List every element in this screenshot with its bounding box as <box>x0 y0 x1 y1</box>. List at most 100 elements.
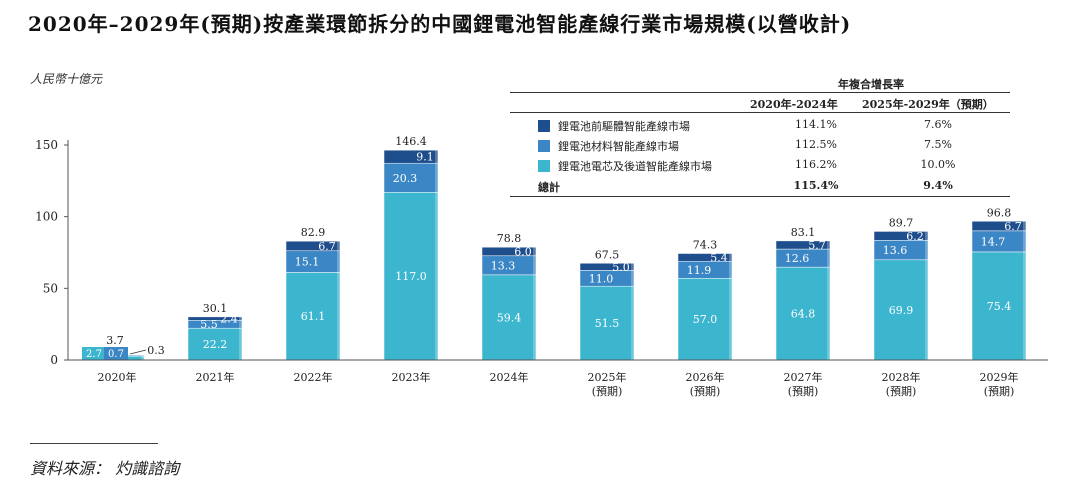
bar-edge <box>141 354 144 360</box>
bar-segment <box>383 149 439 164</box>
bar-segment <box>971 251 1027 361</box>
legend-cagr2: 7.5% <box>924 138 952 151</box>
bar-edge <box>1023 221 1026 360</box>
x-tick-label: (預期) <box>592 385 623 398</box>
legend-label: 鋰電池前驅體智能產線市場 <box>558 120 690 133</box>
legend-total-cagr1: 115.4% <box>793 179 839 192</box>
bar-segment <box>383 162 439 193</box>
bar-total-label: 3.7 <box>106 334 124 347</box>
bar-value-label: 0.3 <box>147 344 165 357</box>
x-tick-label: 2021年 <box>196 370 235 384</box>
legend-cagr2: 7.6% <box>924 118 952 131</box>
source-rule <box>30 443 158 444</box>
legend-row-precursor: 鋰電池前驅體智能產線市場 114.1% 7.6% <box>510 116 1010 136</box>
legend-cagr1: 112.5% <box>795 138 837 151</box>
bar-value-label: 117.0 <box>395 270 427 283</box>
legend-total-cagr2: 9.4% <box>923 179 953 192</box>
bar-segment <box>383 192 439 361</box>
x-tick-label: (預期) <box>984 385 1015 398</box>
legend-label: 鋰電池材料智能產線市場 <box>558 140 679 153</box>
legend-row-material: 鋰電池材料智能產線市場 112.5% 7.5% <box>510 136 1010 156</box>
bar-segment <box>285 272 341 361</box>
bar-total-label: 67.5 <box>595 248 620 261</box>
bar-segment <box>873 259 929 361</box>
x-tick-label: 2022年 <box>294 370 333 384</box>
bar-value-label: 5.7 <box>808 239 826 252</box>
bar-total-label: 89.7 <box>889 216 914 229</box>
legend-swatch <box>538 140 550 152</box>
bar-value-label: 2.4 <box>220 313 238 326</box>
bar-value-label: 59.4 <box>497 311 522 324</box>
bar-value-label: 6.0 <box>514 245 532 258</box>
x-tick-label: 2025年 <box>588 370 627 384</box>
bar-value-label: 13.6 <box>883 244 908 257</box>
bar-segment <box>775 240 831 250</box>
bar-segment <box>775 266 831 361</box>
x-tick-label: 2023年 <box>392 370 431 384</box>
legend-row-total: 總計 115.4% 9.4% <box>510 177 1010 197</box>
bar-value-label: 14.7 <box>981 235 1006 248</box>
bar-value-label: 0.7 <box>108 349 124 360</box>
bar-total-label: 83.1 <box>791 226 816 239</box>
bar-value-label: 11.0 <box>589 272 614 285</box>
bar-edge <box>239 316 242 360</box>
bar-value-label: 51.5 <box>595 317 620 330</box>
bar-value-label: 61.1 <box>301 310 326 323</box>
bar-value-label: 20.3 <box>393 172 418 185</box>
y-tick-label: 0 <box>50 353 58 367</box>
x-tick-label: (預期) <box>886 385 917 398</box>
x-tick-label: 2024年 <box>490 370 529 384</box>
legend-cagr2: 10.0% <box>920 158 956 171</box>
bar-total-label: 30.1 <box>203 302 228 315</box>
x-tick-label: 2028年 <box>882 370 921 384</box>
x-tick-label: 2029年 <box>980 370 1019 384</box>
legend-label: 鋰電池電芯及後道智能產線市場 <box>558 160 712 173</box>
unit-label: 人民幣十億元 <box>30 72 103 86</box>
bar-segment <box>579 285 635 361</box>
bar-edge <box>435 150 438 360</box>
bar-segment <box>971 221 1027 232</box>
bar-edge <box>925 231 928 360</box>
bar-value-label: 11.9 <box>687 264 712 277</box>
y-tick-label: 50 <box>43 281 58 295</box>
legend-cagr1: 116.2% <box>795 158 837 171</box>
y-tick-label: 100 <box>35 210 58 224</box>
bar-total-label: 74.3 <box>693 239 718 252</box>
bar-edge <box>337 241 340 360</box>
bar-edge <box>631 263 634 360</box>
bar-value-label: 5.0 <box>612 261 630 274</box>
bar-edge <box>729 253 732 360</box>
bar-value-label: 5.4 <box>710 251 728 264</box>
bar-value-label: 6.7 <box>318 240 336 253</box>
bar-value-label: 5.5 <box>200 318 218 331</box>
legend-top-rule <box>510 92 1010 93</box>
bar-label-bg <box>82 347 106 360</box>
bar-segment <box>677 253 733 262</box>
cagr-title: 年複合增長率 <box>838 78 904 91</box>
legend-row-cell: 鋰電池電芯及後道智能產線市場 116.2% 10.0% <box>510 156 1010 176</box>
bar-segment <box>187 316 243 321</box>
bar-value-label: 6.2 <box>906 230 924 243</box>
y-tick-label: 150 <box>35 138 58 152</box>
bar-value-label: 75.4 <box>987 300 1012 313</box>
legend-total-label: 總計 <box>538 181 560 194</box>
source-note: 資料來源： 灼識諮詢 <box>30 459 180 478</box>
bar-total-label: 78.8 <box>497 232 522 245</box>
bar-segment <box>873 231 929 241</box>
legend-swatch <box>538 160 550 172</box>
leader-line <box>129 349 147 355</box>
legend-header-rule <box>510 112 1010 113</box>
x-tick-label: (預期) <box>690 385 721 398</box>
bar-total-label: 146.4 <box>395 135 427 148</box>
bar-segment <box>579 263 635 271</box>
bar-value-label: 12.6 <box>785 252 810 265</box>
bar-edge <box>533 247 536 360</box>
bar-value-label: 69.9 <box>889 304 914 317</box>
bar-segment <box>481 246 537 257</box>
bar-segment <box>481 274 537 361</box>
legend-cagr1: 114.1% <box>795 118 837 131</box>
bar-value-label: 9.1 <box>416 151 434 164</box>
bar-total-label: 82.9 <box>301 226 326 239</box>
bar-value-label: 64.8 <box>791 308 816 321</box>
bar-value-label: 22.2 <box>203 338 228 351</box>
